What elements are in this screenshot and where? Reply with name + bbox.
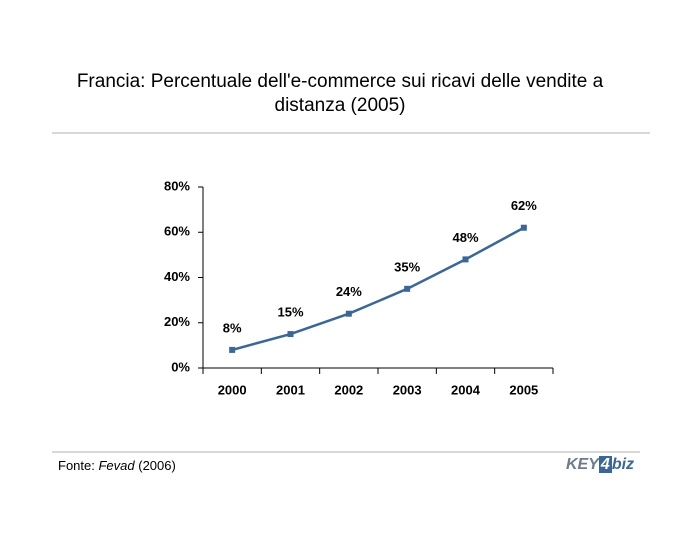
marker xyxy=(287,331,294,338)
logo-right: biz xyxy=(611,456,635,473)
marker xyxy=(404,285,411,292)
data-label: 48% xyxy=(452,230,478,245)
y-tick-label: 20% xyxy=(164,314,190,329)
series-line xyxy=(231,226,525,352)
source-name: Fevad xyxy=(98,458,135,473)
logo-left: KEY xyxy=(566,456,599,473)
source-year: (2006) xyxy=(138,458,176,473)
data-label: 62% xyxy=(511,198,537,213)
data-label: 35% xyxy=(394,259,420,274)
marker xyxy=(345,310,352,317)
logo-mid: 4 xyxy=(598,456,612,473)
x-tick-label: 2000 xyxy=(218,382,247,397)
marker xyxy=(462,256,469,263)
y-tick-label: 60% xyxy=(164,224,190,239)
y-tick-label: 80% xyxy=(164,178,190,193)
chart-title: Francia: Percentuale dell'e-commerce sui… xyxy=(76,71,604,116)
data-label: 24% xyxy=(336,284,362,299)
x-tick-label: 2002 xyxy=(334,382,363,397)
x-tick-label: 2003 xyxy=(393,382,422,397)
y-tick-label: 0% xyxy=(171,359,190,374)
logo: KEY 4 biz xyxy=(566,456,634,474)
x-tick-label: 2005 xyxy=(509,382,538,397)
source: Fonte: Fevad (2006) xyxy=(58,458,176,473)
x-tick-label: 2004 xyxy=(451,382,481,397)
marker xyxy=(229,346,236,353)
y-tick-label: 40% xyxy=(164,269,190,284)
source-label: Fonte: xyxy=(58,458,95,473)
marker xyxy=(520,224,527,231)
data-label: 15% xyxy=(277,305,303,320)
x-tick-label: 2001 xyxy=(276,382,305,397)
data-label: 8% xyxy=(223,320,242,335)
